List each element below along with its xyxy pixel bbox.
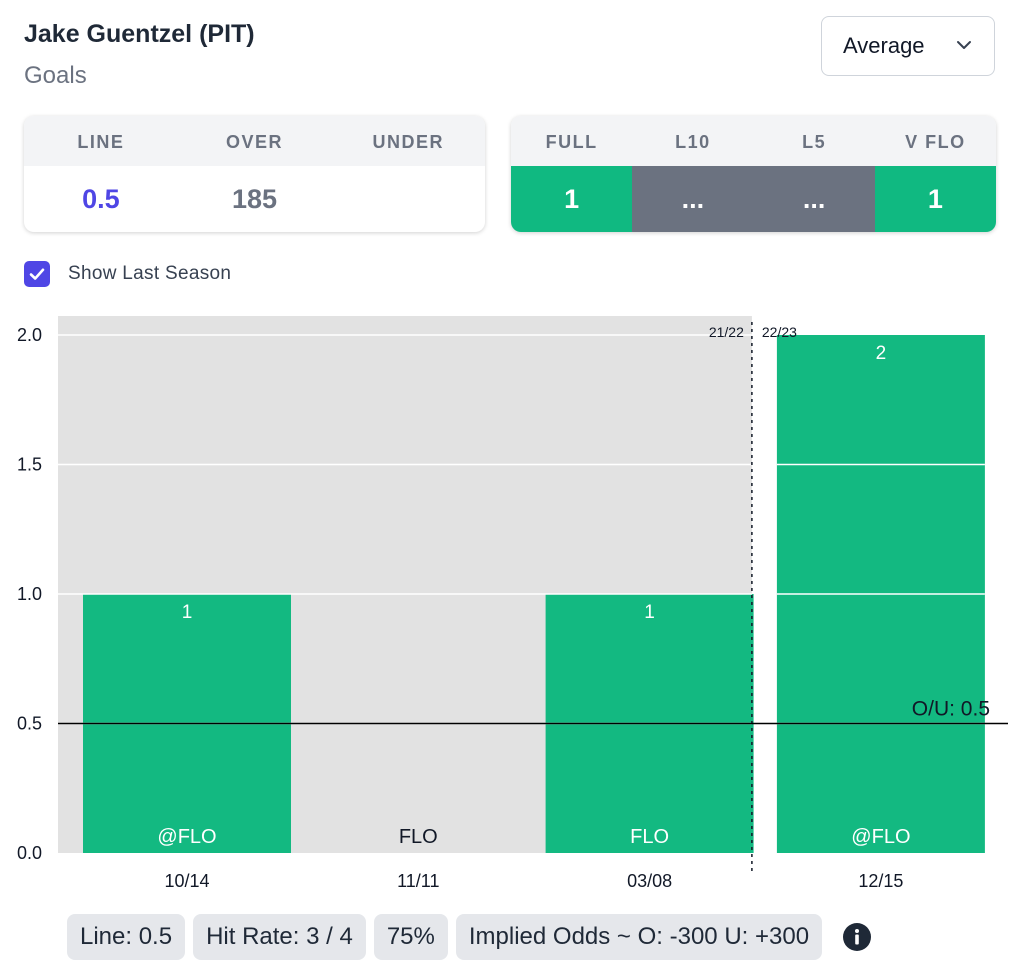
opponent-label: FLO bbox=[399, 826, 438, 848]
x-tick-label: 03/08 bbox=[627, 871, 672, 891]
tab-l10[interactable]: L10 bbox=[675, 131, 711, 152]
show-last-season-toggle[interactable]: Show Last Season bbox=[24, 261, 231, 287]
bar-value-label: 2 bbox=[876, 343, 887, 364]
hit-rate-card: FULL L10 L5 V FLO 1 ... ... 1 bbox=[511, 116, 996, 232]
bar-value-label: 1 bbox=[182, 602, 193, 623]
y-tick-label: 2.0 bbox=[17, 325, 42, 345]
ou-line-label: O/U: 0.5 bbox=[912, 698, 990, 721]
bar-value-label: 1 bbox=[644, 602, 655, 623]
info-icon[interactable] bbox=[842, 922, 872, 952]
line-card: LINE OVER UNDER 0.5 185 bbox=[24, 116, 485, 232]
check-icon bbox=[29, 268, 45, 280]
y-tick-label: 0.5 bbox=[17, 714, 42, 734]
select-value: Average bbox=[843, 33, 925, 58]
average-select[interactable]: Average bbox=[821, 16, 995, 76]
opponent-label: @FLO bbox=[157, 826, 216, 848]
l10-value: ... bbox=[632, 166, 754, 232]
line-header: LINE bbox=[77, 131, 125, 152]
tab-full[interactable]: FULL bbox=[545, 131, 598, 152]
line-pill: Line: 0.5 bbox=[67, 914, 186, 960]
season-label-right: 22/23 bbox=[762, 324, 797, 340]
x-tick-label: 10/14 bbox=[164, 871, 209, 891]
checkbox-label: Show Last Season bbox=[68, 263, 232, 284]
season-label-left: 21/22 bbox=[709, 324, 744, 340]
under-header: UNDER bbox=[372, 131, 444, 152]
x-tick-label: 11/11 bbox=[397, 871, 439, 891]
hit-rate-pill: Hit Rate: 3 / 4 bbox=[193, 914, 366, 960]
checkbox[interactable] bbox=[24, 261, 50, 287]
l5-value: ... bbox=[753, 166, 875, 232]
over-odds: 185 bbox=[232, 183, 278, 214]
goals-bar-chart: 1 @FLO 10/14 FLO 11/11 1 FLO 03/08 2 @FLO 12/15 0.0… bbox=[17, 316, 1008, 891]
opponent-label: @FLO bbox=[851, 826, 910, 848]
v-flo-value: 1 bbox=[874, 166, 996, 232]
full-value: 1 bbox=[511, 166, 633, 232]
stat-name: Goals bbox=[24, 62, 87, 89]
x-tick-label: 12/15 bbox=[858, 871, 903, 891]
y-tick-label: 0.0 bbox=[17, 843, 42, 863]
tab-v-flo[interactable]: V FLO bbox=[905, 131, 966, 152]
summary-bar: Line: 0.5 Hit Rate: 3 / 4 75% Implied Od… bbox=[67, 914, 872, 960]
opponent-label: FLO bbox=[630, 826, 669, 848]
y-tick-label: 1.0 bbox=[17, 584, 42, 604]
player-name: Jake Guentzel (PIT) bbox=[24, 20, 255, 48]
tab-l5[interactable]: L5 bbox=[802, 131, 827, 152]
line-value: 0.5 bbox=[82, 183, 120, 214]
implied-odds-pill: Implied Odds ~ O: -300 U: +300 bbox=[455, 914, 823, 960]
under-odds bbox=[331, 166, 485, 232]
percent-pill: 75% bbox=[373, 914, 448, 960]
chevron-down-icon bbox=[957, 41, 971, 49]
y-tick-label: 1.5 bbox=[17, 455, 42, 475]
over-header: OVER bbox=[226, 131, 284, 152]
